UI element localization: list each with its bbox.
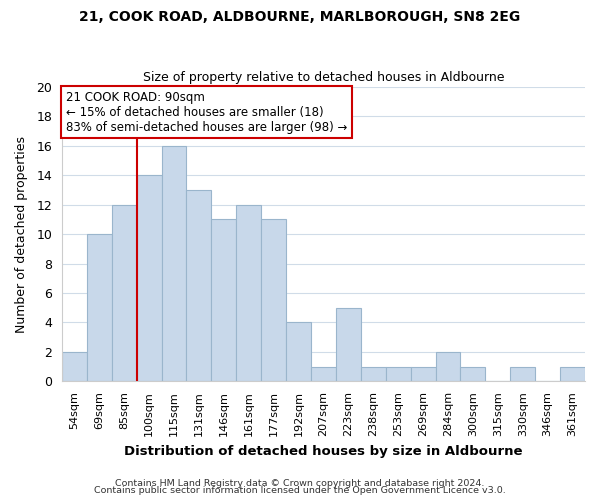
Bar: [87, 234, 112, 382]
X-axis label: Distribution of detached houses by size in Aldbourne: Distribution of detached houses by size …: [124, 444, 523, 458]
Title: Size of property relative to detached houses in Aldbourne: Size of property relative to detached ho…: [143, 72, 504, 85]
Bar: [187, 190, 211, 382]
Bar: [236, 205, 261, 382]
Text: Contains public sector information licensed under the Open Government Licence v3: Contains public sector information licen…: [94, 486, 506, 495]
Bar: [361, 366, 386, 382]
Bar: [211, 220, 236, 382]
Bar: [410, 366, 436, 382]
Text: 21 COOK ROAD: 90sqm
← 15% of detached houses are smaller (18)
83% of semi-detach: 21 COOK ROAD: 90sqm ← 15% of detached ho…: [65, 90, 347, 134]
Bar: [112, 205, 137, 382]
Bar: [261, 220, 286, 382]
Y-axis label: Number of detached properties: Number of detached properties: [15, 136, 28, 332]
Bar: [560, 366, 585, 382]
Bar: [161, 146, 187, 382]
Bar: [436, 352, 460, 382]
Bar: [62, 352, 87, 382]
Bar: [510, 366, 535, 382]
Bar: [286, 322, 311, 382]
Bar: [336, 308, 361, 382]
Text: Contains HM Land Registry data © Crown copyright and database right 2024.: Contains HM Land Registry data © Crown c…: [115, 478, 485, 488]
Text: 21, COOK ROAD, ALDBOURNE, MARLBOROUGH, SN8 2EG: 21, COOK ROAD, ALDBOURNE, MARLBOROUGH, S…: [79, 10, 521, 24]
Bar: [311, 366, 336, 382]
Bar: [137, 176, 161, 382]
Bar: [460, 366, 485, 382]
Bar: [386, 366, 410, 382]
